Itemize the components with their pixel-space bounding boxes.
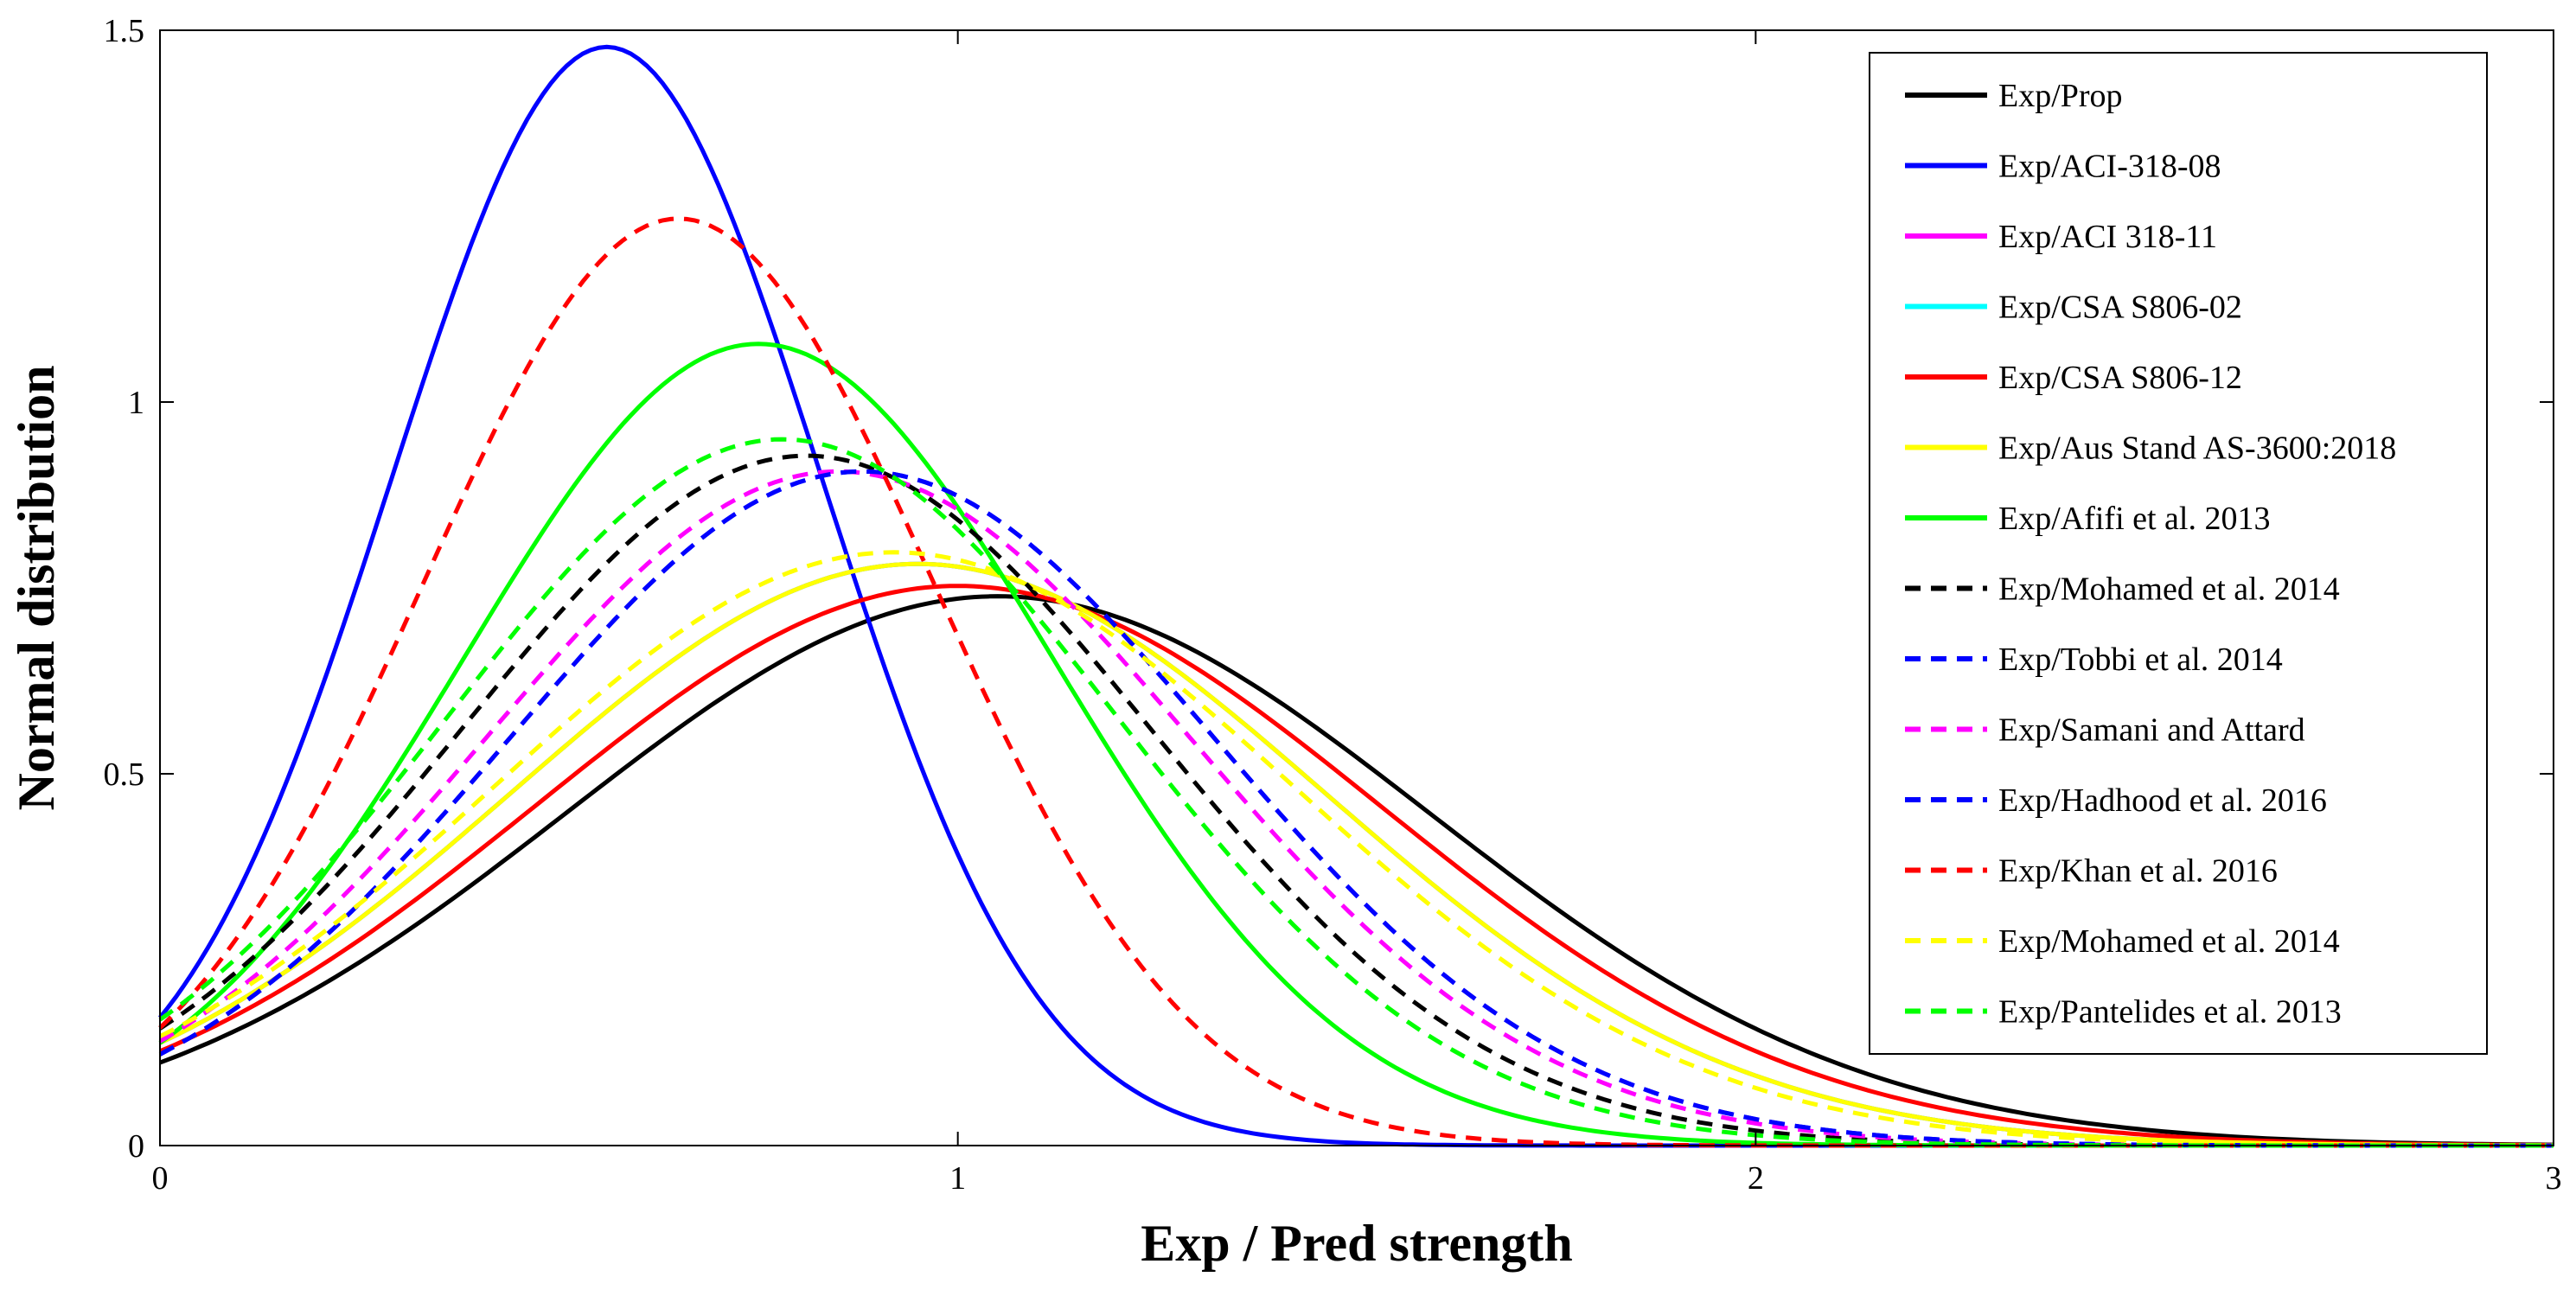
legend-label: Exp/Hadhood et al. 2016 <box>1998 782 2327 819</box>
series-line-6 <box>158 561 2554 1148</box>
legend-label: Exp/Afifi et al. 2013 <box>1998 501 2270 537</box>
legend-entry-10: Exp/Samani and Attard <box>1905 712 2305 749</box>
y-tick-label: 0 <box>128 1128 144 1165</box>
legend-label: Exp/CSA S806-02 <box>1998 290 2242 326</box>
legend-label: Exp/Pantelides et al. 2013 <box>1998 994 2342 1031</box>
series-line-11 <box>158 469 2554 1148</box>
legend-label: Exp/Samani and Attard <box>1998 712 2305 749</box>
legend-box <box>1869 52 2488 1055</box>
legend-label: Exp/Aus Stand AS-3600:2018 <box>1998 431 2396 467</box>
legend-entry-7: Exp/Afifi et al. 2013 <box>1905 501 2270 537</box>
legend-entry-8: Exp/Mohamed et al. 2014 <box>1905 571 2340 608</box>
legend-label: Exp/Khan et al. 2016 <box>1998 853 2278 890</box>
y-tick-label: 1 <box>128 385 144 421</box>
series-line-8 <box>158 453 2554 1148</box>
y-axis-title: Normal distribution <box>8 365 65 810</box>
x-tick-label: 1 <box>949 1160 966 1197</box>
legend-label: Exp/ACI 318-11 <box>1998 219 2217 255</box>
legend-label: Exp/ACI-318-08 <box>1998 149 2221 185</box>
legend-label: Exp/Prop <box>1998 78 2123 114</box>
plot-frame <box>159 29 2554 1146</box>
legend-label: Exp/Tobbi et al. 2014 <box>1998 642 2283 678</box>
x-axis-ticks: 0 1 2 3 <box>152 30 2562 1197</box>
legend-entry-3: Exp/ACI 318-11 <box>1905 219 2217 255</box>
legend-entry-6: Exp/Aus Stand AS-3600:2018 <box>1905 431 2396 467</box>
series-line-10 <box>158 469 2554 1148</box>
series-line-1 <box>159 594 2554 1147</box>
legend: Exp/Prop Exp/ACI-318-08 Exp/ACI 318-11 Exp/… <box>1869 52 2488 1055</box>
legend-entries: Exp/Prop Exp/ACI-318-08 Exp/ACI 318-11 Exp/… <box>1905 78 2396 1031</box>
legend-label: Exp/CSA S806-12 <box>1998 360 2242 396</box>
legend-entry-11: Exp/Hadhood et al. 2016 <box>1905 782 2327 819</box>
legend-entry-9: Exp/Tobbi et al. 2014 <box>1905 642 2283 678</box>
legend-entry-13: Exp/Mohamed et al. 2014 <box>1905 923 2340 960</box>
y-tick-label: 1.5 <box>104 13 145 49</box>
legend-entry-12: Exp/Khan et al. 2016 <box>1905 853 2278 890</box>
legend-label: Exp/Mohamed et al. 2014 <box>1998 571 2340 608</box>
x-tick-label: 0 <box>152 1160 169 1197</box>
legend-entry-1: Exp/Prop <box>1905 78 2123 114</box>
curves-layer <box>158 44 2554 1148</box>
y-tick-label: 0.5 <box>104 757 145 793</box>
x-tick-label: 3 <box>2546 1160 2562 1197</box>
legend-label: Exp/Mohamed et al. 2014 <box>1998 923 2340 960</box>
series-line-14 <box>158 437 2554 1148</box>
legend-entry-14: Exp/Pantelides et al. 2013 <box>1905 994 2342 1031</box>
legend-entry-5: Exp/CSA S806-12 <box>1905 360 2242 396</box>
series-line-13 <box>158 550 2554 1148</box>
legend-entry-2: Exp/ACI-318-08 <box>1905 149 2221 185</box>
y-axis-ticks: 0 0.5 1 1.5 <box>104 13 2554 1165</box>
x-tick-label: 2 <box>1748 1160 1764 1197</box>
legend-entry-4: Exp/CSA S806-02 <box>1905 290 2242 326</box>
series-line-5 <box>159 584 2554 1147</box>
x-axis-title: Exp / Pred strength <box>1141 1215 1572 1272</box>
